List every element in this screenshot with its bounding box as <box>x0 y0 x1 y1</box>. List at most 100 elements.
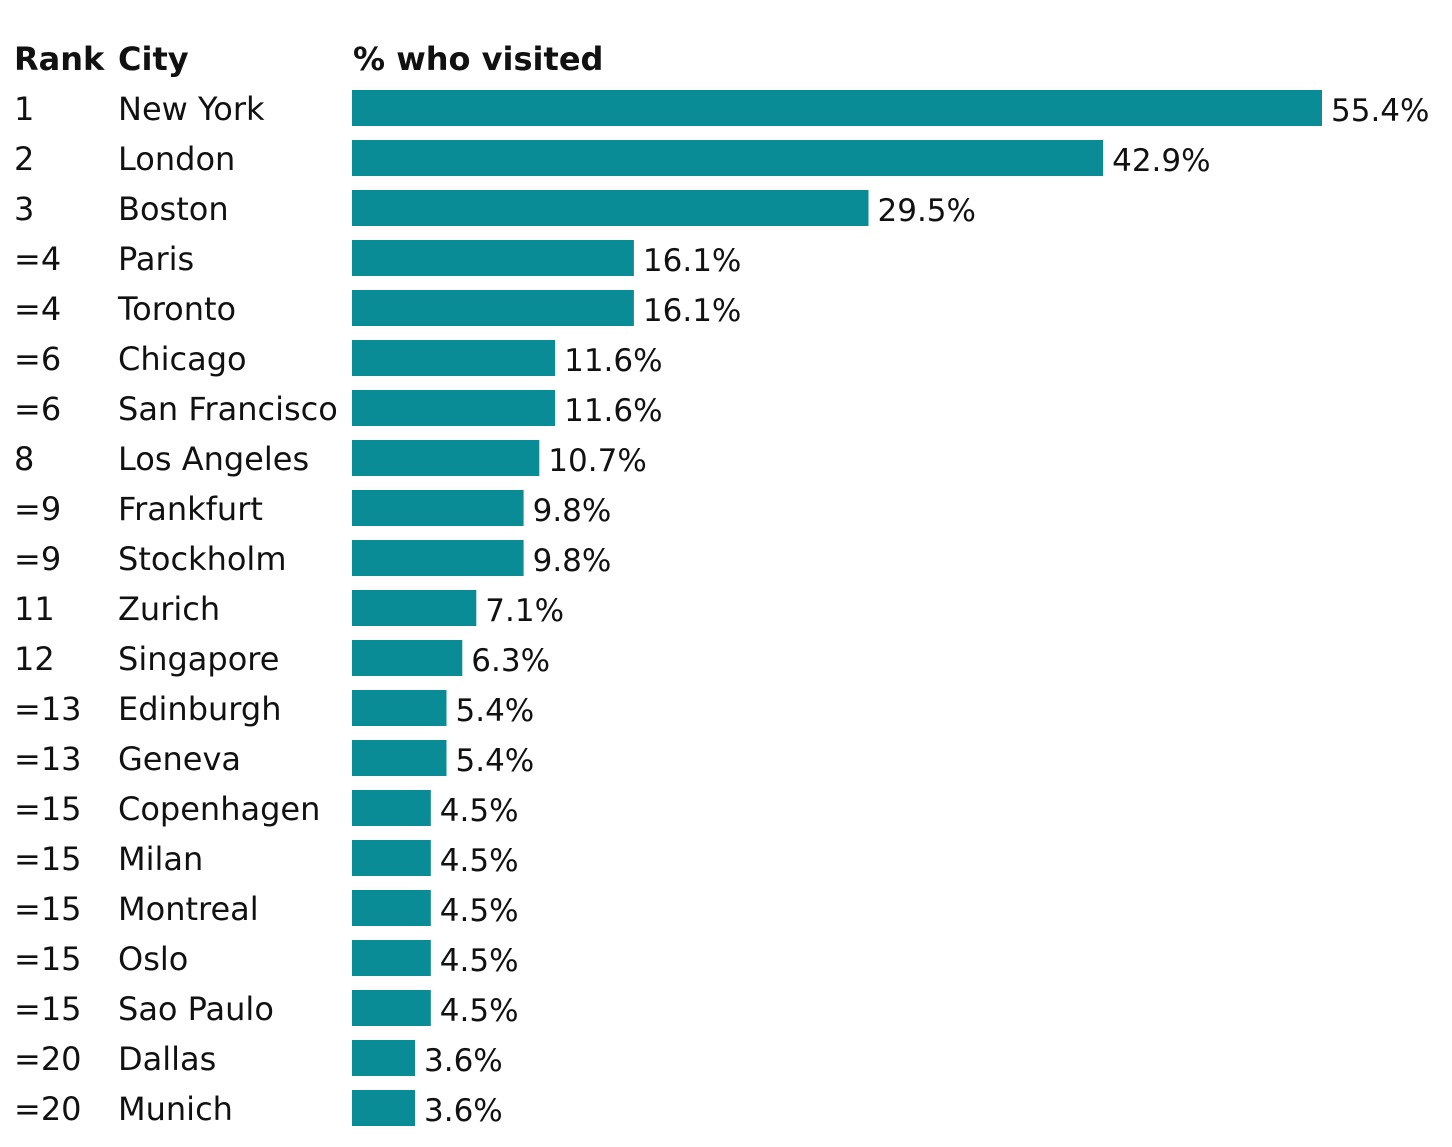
value-label: 7.1% <box>485 593 564 629</box>
value-label: 16.1% <box>643 243 741 279</box>
rank-label: =13 <box>14 740 82 778</box>
value-label: 9.8% <box>533 543 612 579</box>
bar <box>352 390 556 426</box>
table-row: =4 Paris 16.1% <box>14 240 741 279</box>
value-label: 4.5% <box>440 893 519 929</box>
city-label: Munich <box>118 1090 233 1128</box>
rank-label: 12 <box>14 640 55 678</box>
city-label: New York <box>118 90 265 128</box>
rank-label: =15 <box>14 990 82 1028</box>
table-row: 2 London 42.9% <box>14 140 1211 179</box>
chart-rows: 1 New York 55.4% 2 London 42.9% 3 Boston 29.5% =4… <box>14 90 1429 1129</box>
table-row: 12 Singapore 6.3% <box>14 640 550 679</box>
table-row: 8 Los Angeles 10.7% <box>14 440 647 479</box>
bar <box>352 840 431 876</box>
bar <box>352 640 463 676</box>
value-label: 16.1% <box>643 293 741 329</box>
value-label: 55.4% <box>1331 93 1429 129</box>
rank-label: 11 <box>14 590 55 628</box>
value-label: 9.8% <box>533 493 612 529</box>
value-label: 42.9% <box>1112 143 1210 179</box>
bar <box>352 90 1322 126</box>
table-row: =15 Sao Paulo 4.5% <box>14 990 519 1029</box>
rank-label: =15 <box>14 940 82 978</box>
bar <box>352 890 431 926</box>
value-label: 11.6% <box>564 393 662 429</box>
table-row: =9 Frankfurt 9.8% <box>14 490 611 529</box>
table-row: 3 Boston 29.5% <box>14 190 976 229</box>
bar <box>352 140 1104 176</box>
bar <box>352 190 869 226</box>
rank-column-header: Rank <box>14 40 105 78</box>
bar <box>352 490 524 526</box>
bar <box>352 690 447 726</box>
value-label: 3.6% <box>424 1043 503 1079</box>
value-label: 6.3% <box>471 643 550 679</box>
city-label: Boston <box>118 190 229 228</box>
city-label: Toronto <box>117 290 236 328</box>
table-row: =20 Munich 3.6% <box>14 1090 503 1129</box>
rank-label: =6 <box>14 390 61 428</box>
table-row: =20 Dallas 3.6% <box>14 1040 503 1079</box>
bar <box>352 790 431 826</box>
rank-label: =15 <box>14 840 82 878</box>
bar <box>352 1090 415 1126</box>
bar <box>352 240 634 276</box>
city-label: San Francisco <box>118 390 338 428</box>
city-label: Stockholm <box>118 540 286 578</box>
value-label: 11.6% <box>564 343 662 379</box>
rank-label: =9 <box>14 490 61 528</box>
table-row: =13 Edinburgh 5.4% <box>14 690 534 729</box>
bar <box>352 590 477 626</box>
header-row: Rank City % who visited <box>14 40 603 78</box>
rank-label: =6 <box>14 340 61 378</box>
value-label: 4.5% <box>440 993 519 1029</box>
bar <box>352 440 540 476</box>
city-label: Frankfurt <box>118 490 263 528</box>
city-label: Edinburgh <box>118 690 281 728</box>
bar <box>352 740 447 776</box>
city-label: Sao Paulo <box>118 990 274 1028</box>
city-label: Dallas <box>118 1040 216 1078</box>
value-label: 4.5% <box>440 843 519 879</box>
bar <box>352 340 556 376</box>
rank-label: =15 <box>14 890 82 928</box>
value-label: 10.7% <box>548 443 646 479</box>
city-label: Los Angeles <box>118 440 309 478</box>
bar <box>352 540 524 576</box>
table-row: =15 Oslo 4.5% <box>14 940 519 979</box>
rank-label: 3 <box>14 190 34 228</box>
rank-label: =15 <box>14 790 82 828</box>
city-column-header: City <box>118 40 189 78</box>
value-label: 5.4% <box>456 693 535 729</box>
city-label: Paris <box>118 240 194 278</box>
value-column-header: % who visited <box>353 40 603 78</box>
city-label: Geneva <box>118 740 241 778</box>
city-label: London <box>118 140 235 178</box>
rank-label: =13 <box>14 690 82 728</box>
city-label: Zurich <box>118 590 220 628</box>
table-row: =13 Geneva 5.4% <box>14 740 534 779</box>
value-label: 3.6% <box>424 1093 503 1129</box>
city-label: Chicago <box>118 340 247 378</box>
rank-label: =4 <box>14 290 61 328</box>
rank-label: =20 <box>14 1090 82 1128</box>
bar <box>352 990 431 1026</box>
bar <box>352 290 634 326</box>
rank-label: =9 <box>14 540 61 578</box>
city-label: Oslo <box>118 940 188 978</box>
rank-label: 2 <box>14 140 34 178</box>
bar <box>352 940 431 976</box>
table-row: =15 Copenhagen 4.5% <box>14 790 519 829</box>
table-row: =6 San Francisco 11.6% <box>14 390 663 429</box>
value-label: 4.5% <box>440 943 519 979</box>
table-row: 11 Zurich 7.1% <box>14 590 564 629</box>
table-row: =4 Toronto 16.1% <box>14 290 741 329</box>
city-label: Copenhagen <box>118 790 320 828</box>
table-row: =15 Milan 4.5% <box>14 840 519 879</box>
city-label: Milan <box>118 840 203 878</box>
value-label: 29.5% <box>878 193 976 229</box>
table-row: =6 Chicago 11.6% <box>14 340 663 379</box>
city-label: Singapore <box>118 640 279 678</box>
